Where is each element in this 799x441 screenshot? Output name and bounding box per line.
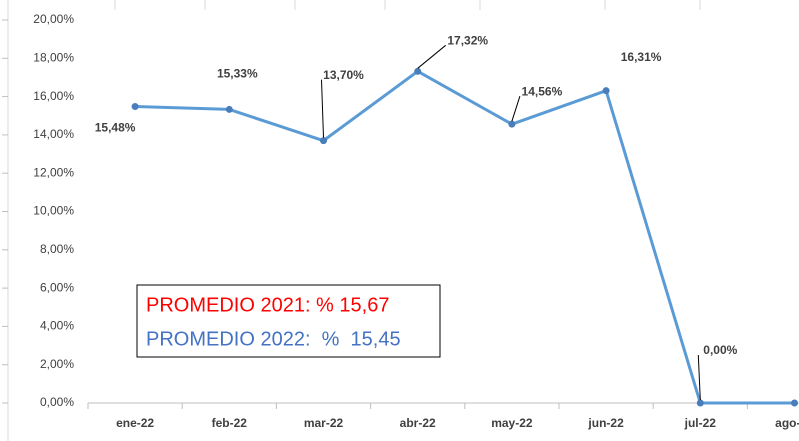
data-label: 14,56% [522, 84, 563, 98]
y-tick-label: 4,00% [40, 319, 74, 333]
data-label: 15,48% [95, 121, 136, 135]
x-tick-label: may-22 [491, 416, 533, 430]
x-tick-label: jul-22 [684, 416, 717, 430]
x-tick-label: jun-22 [587, 416, 624, 430]
y-tick-label: 8,00% [40, 242, 74, 256]
leader-line [697, 354, 701, 401]
y-tick-label: 16,00% [33, 89, 74, 103]
y-tick-label: 12,00% [33, 165, 74, 179]
x-tick-label: mar-22 [304, 416, 344, 430]
x-tick-label: ago-22 [775, 416, 799, 430]
y-tick-label: 18,00% [33, 50, 74, 64]
leader-line [321, 79, 324, 138]
marker [791, 399, 798, 407]
marker [414, 67, 422, 75]
series-line [135, 69, 795, 405]
data-label: 16,31% [621, 50, 662, 64]
y-tick-label: 14,00% [33, 127, 74, 141]
y-tick-label: 2,00% [40, 357, 74, 371]
sheet-grid [7, 0, 701, 441]
data-label: 17,32% [447, 33, 488, 47]
marker [225, 105, 233, 113]
annotation: PROMEDIO 2022: % 15,45 [146, 328, 401, 350]
leader-line [417, 44, 447, 69]
y-tick-label: 6,00% [40, 280, 74, 294]
marker [508, 120, 516, 128]
marker [696, 399, 704, 407]
marker [320, 137, 327, 145]
annotation: PROMEDIO 2021: % 15,67 [146, 294, 389, 316]
marker [131, 103, 139, 111]
annotation-box [136, 284, 441, 358]
data-label: 0,00% [703, 343, 737, 357]
y-tick-label: 0,00% [40, 395, 74, 409]
leader-line [511, 96, 521, 122]
y-tick-label: 20,00% [33, 12, 74, 26]
data-label: 15,33% [217, 67, 258, 81]
x-tick-label: feb-22 [212, 416, 248, 430]
x-tick-label: abr-22 [400, 416, 436, 430]
y-tick-label: 10,00% [33, 204, 74, 218]
x-tick-label: ene-22 [116, 416, 154, 430]
marker [602, 87, 610, 95]
data-label: 13,70% [323, 68, 364, 82]
